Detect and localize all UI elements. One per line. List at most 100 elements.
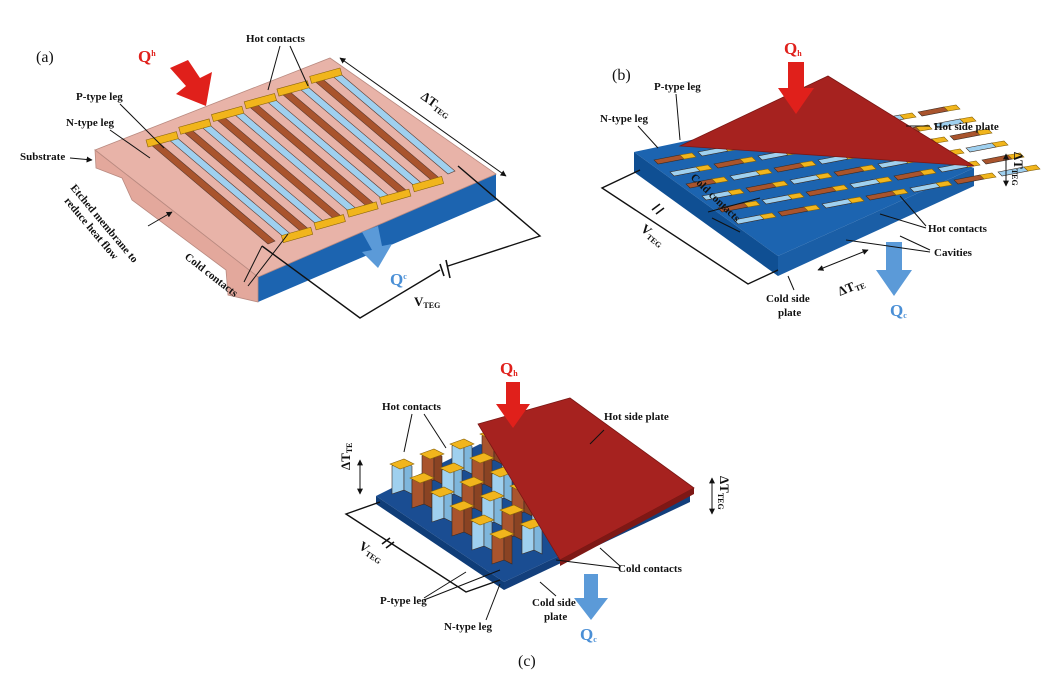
panel-a-membrane-label: Etched membrane to reduce heat flow [62,182,141,265]
panel-c-cold-side-plate-label-2: plate [544,611,567,623]
panel-b-contact [679,152,697,160]
panel-a-hot-contact [211,105,245,122]
panel-b-contact [759,212,777,220]
panel-b-cold-side-plate-label-1: Cold side [766,293,810,305]
panel-b-contact [799,160,817,168]
panel-b-base-right [778,168,974,276]
panel-b-tag: (b) [612,67,631,84]
panel-c-contact [389,458,415,470]
panel-b-p-leg-lead [675,93,681,141]
panel-c-v-label: VTEG [356,538,387,566]
panel-a-n-leg-label: N-type leg [66,117,114,129]
panel-c-cold-lead-1 [599,547,621,567]
panel-b-leg [917,106,949,117]
panel-b-contact [803,204,821,212]
panel-c-contact [449,500,475,512]
panel-b-cold-lead-1 [707,197,761,213]
panel-b-contact [975,128,993,136]
panel-b-hot-side-plate-label: Hot side plate [934,121,999,133]
panel-c-qc-arrow [574,574,608,620]
panel-a-delta-t-label: ΔTTEG [418,88,455,121]
panel-c-qc-label: Qc [580,625,597,644]
panel-b-contact [979,172,997,180]
panel-c-contact [409,472,435,484]
panel-c-qh-label: Qh [500,359,518,378]
panel-c-hot-side-plate-label: Hot side plate [604,411,669,423]
panel-a-membrane-lead [147,211,173,227]
panel-b-contact [935,180,953,188]
panel-c-contact [479,490,505,502]
panel-b-hot-lead-1 [899,195,927,227]
panel-a-contacts [145,67,445,244]
panel-c-p-leg-label: P-type leg [380,595,427,607]
panel-b-cold-side-plate-lead [787,275,795,291]
panel-b-contact [743,200,761,208]
panel-a-p-leg-label: P-type leg [76,91,123,103]
panel-c-contact [469,452,495,464]
panel-a-hot-contact [276,80,310,97]
panel-b-contact [1007,152,1025,160]
panel-a-hot-contact [243,93,277,110]
panel-a-wire-right [447,165,542,267]
panel-b-contact [847,196,865,204]
panel-b-contact [875,176,893,184]
panel-a-substrate-label: Substrate [20,151,65,163]
panel-b-leg [981,154,1013,165]
panel-a-hot-contacts-label: Hot contacts [246,33,306,45]
panel-b-wire [600,169,779,285]
panel-a-wire-left [261,245,441,319]
panel-b-delta-te-label: ΔTTE [836,275,867,300]
panel-c-base-front [376,496,504,590]
panel-c-cold-lead-2 [555,559,621,569]
panel-b-cavities-label: Cavities [934,247,973,259]
panel-c-p-leg-lead-2 [423,569,501,601]
panel-a-tag: (a) [36,49,54,66]
panel-a-qh-label: Qh [138,47,156,66]
panel-b-contact [787,192,805,200]
panel-a-membrane [94,149,259,303]
panel-a-cold-lead-2 [247,233,289,287]
panel-c-contact [429,486,455,498]
panel-b-qc-arrow [876,242,912,296]
panel-a-hot-contacts-lead-2 [289,45,309,87]
panel-c-n-leg-label: N-type leg [444,621,492,633]
panel-c-contact [459,476,485,488]
panel-b-qh-label: Qh [784,39,802,58]
panel-c-hot-side-plate-lead [589,429,605,445]
panel-c-hot-plate-edge [560,488,694,566]
panel-a: (a) Qh Qc Hot contacts P-type leg N-type… [20,33,542,319]
panel-c-contact [449,438,475,450]
panel-c-delta-t-label: ΔTTEG [716,476,732,510]
panel-b-hot-lead-2 [879,213,927,229]
panel-b-hot-contacts-label: Hot contacts [928,223,988,235]
panel-b-contact [959,116,977,124]
panel-b-contact [919,168,937,176]
panel-b-v-label: VTEG [637,221,667,250]
panel-c: (c) Qh Qc Hot contacts Hot side plate ΔT… [338,359,732,670]
panel-b-base-front [634,152,778,276]
panel-c-contact [499,504,525,516]
panel-b-cavities-lead-2 [899,235,931,251]
panel-c-tag: (c) [518,653,536,670]
panel-b-contact [727,188,745,196]
panel-b-contact [991,140,1009,148]
panel-b-contact [831,184,849,192]
panel-b-qc-label: Qc [890,301,907,320]
panel-b-leg [965,142,997,153]
panel-b-contact [815,172,833,180]
panel-b-hot-plate [678,75,975,167]
panel-a-qc-arrow [362,226,392,268]
panel-b-cold-side-plate-label-2: plate [778,307,801,319]
panel-a-qh-arrow [170,60,212,106]
panel-a-n-leg-lead [109,129,151,159]
panel-b-battery [651,203,665,215]
panel-c-battery [381,537,395,549]
panel-b-contact [859,164,877,172]
panel-b-contact [1023,164,1041,172]
panel-a-hot-contacts-lead-1 [267,45,281,91]
panel-b-n-leg-label: N-type leg [600,113,648,125]
panel-c-cold-side-plate-label-1: Cold side [532,597,576,609]
panel-b-delta-t-label: ΔTTEG [1010,152,1026,186]
panel-c-hot-lead-2 [423,413,447,449]
